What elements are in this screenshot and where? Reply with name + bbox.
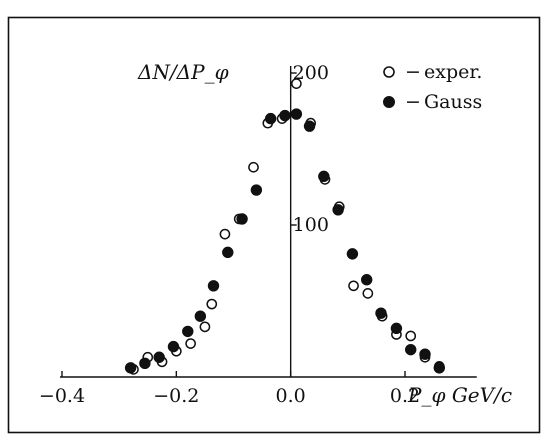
y-tick-label: 100 — [293, 214, 329, 236]
x-axis-title: P_φ GeV/c — [407, 383, 512, 407]
legend-dash: − — [405, 91, 421, 113]
gauss-point — [360, 274, 373, 286]
legend-item-exper: − exper. — [383, 61, 482, 83]
gauss-point — [318, 170, 330, 183]
y-axis-title: ΔN/ΔP_φ — [137, 60, 229, 84]
gauss-point — [236, 213, 248, 225]
exper-point — [199, 321, 211, 333]
gauss-point — [303, 120, 316, 132]
exper-point — [185, 338, 196, 349]
gauss-point — [207, 280, 220, 292]
legend-dash: − — [405, 61, 421, 83]
x-tick-label: 0.0 — [276, 385, 306, 407]
exper-point — [219, 228, 231, 240]
legend-marker-filled-circle — [383, 96, 395, 108]
gauss-point — [375, 307, 387, 319]
gauss-point — [264, 112, 277, 125]
x-axis-ticks: −0.4 −0.2 0.0 0.2 — [39, 371, 420, 407]
gauss-point — [194, 310, 207, 322]
exper-point — [348, 280, 359, 292]
gauss-point — [182, 325, 194, 338]
x-tick-label: 0.2 — [390, 385, 420, 407]
legend-label-gauss: Gauss — [424, 91, 482, 113]
gauss-point — [279, 109, 291, 122]
exper-point — [291, 78, 302, 89]
y-axis-ticks: 100 200 — [290, 62, 329, 236]
gauss-point — [250, 184, 263, 196]
gauss-point — [419, 348, 431, 360]
gauss-point — [433, 362, 445, 374]
legend-item-gauss: − Gauss — [383, 91, 482, 113]
exper-point — [248, 161, 259, 173]
y-tick-label: 200 — [293, 62, 329, 84]
gauss-point — [139, 357, 151, 370]
legend-label-exper: exper. — [424, 61, 482, 83]
gauss-point — [167, 340, 180, 353]
gauss-point — [390, 322, 403, 335]
exper-point — [405, 330, 417, 342]
figure-frame — [7, 16, 541, 434]
gauss-point — [153, 351, 165, 363]
legend-marker-open-circle — [383, 66, 395, 78]
series-gauss — [124, 108, 445, 374]
gauss-point — [222, 246, 234, 259]
gauss-point — [346, 248, 359, 260]
x-tick-label: −0.4 — [39, 385, 85, 407]
gauss-point — [405, 343, 417, 356]
gauss-point — [332, 204, 344, 216]
gauss-point — [124, 362, 137, 374]
exper-point — [206, 298, 218, 310]
legend: − exper. − Gauss — [383, 61, 482, 113]
gauss-point — [290, 108, 303, 120]
exper-point — [362, 288, 374, 299]
x-tick-label: −0.2 — [153, 385, 199, 407]
